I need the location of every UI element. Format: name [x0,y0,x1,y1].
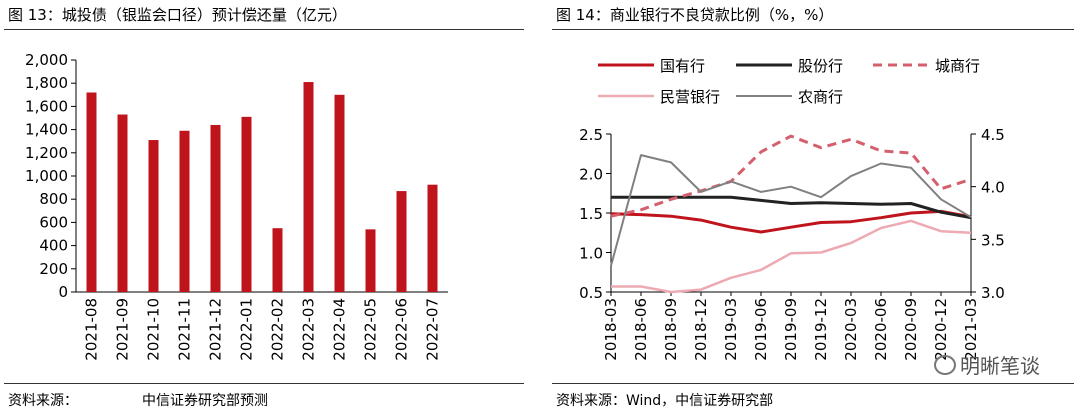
wechat-icon [934,355,956,375]
x-tick-label: 2018-06 [632,298,650,361]
y-tick-label: 2,000 [25,51,68,69]
legend-label: 国有行 [660,57,705,75]
right-bottom-rule [552,383,1074,384]
series-line-4 [610,154,972,266]
bar [303,82,314,292]
left-y-tick-label: 0.5 [579,284,603,302]
x-tick-label: 2020-03 [842,298,860,361]
right-top-rule [552,29,1074,30]
y-tick-label: 1,400 [25,121,68,139]
x-tick-label: 2019-12 [812,298,830,361]
bar [427,184,438,292]
x-tick-label: 2019-09 [782,298,800,361]
y-tick-label: 1,800 [25,74,68,92]
legend-label: 城商行 [935,57,980,75]
x-tick-label: 2022-02 [269,298,287,361]
bar [210,124,221,293]
x-tick-label: 2021-09 [114,298,132,361]
left-y-tick-label: 2.5 [579,126,603,144]
x-tick-label: 2018-03 [602,298,620,361]
series-line-0 [610,209,972,234]
y-tick-label: 200 [39,260,68,278]
left-y-tick-label: 1.5 [579,205,603,223]
left-y-tick-label: 1.0 [579,245,603,263]
x-tick-label: 2021-08 [83,298,101,361]
chart-panel-left: 图 13：城投债（银监会口径）预计偿还量（亿元） 0 200 400 600 800 1,… [0,0,530,413]
x-tick-label: 2022-07 [424,298,442,361]
x-tick-label: 2022-06 [393,298,411,361]
y-tick-label: 800 [39,190,68,208]
watermark-text: 明晰笔谈 [960,354,1040,378]
y-tick-label: 1,200 [25,144,68,162]
x-tick-label: 2021-11 [176,298,194,361]
y-tick-label: 400 [39,237,68,255]
series-line-3 [611,219,972,294]
series-line-2 [610,134,972,218]
left-chart-title: 图 13：城投债（银监会口径）预计偿还量（亿元） [8,6,347,24]
bar [272,228,283,292]
x-tick-label: 2018-09 [662,298,680,361]
left-source-text: 中信证券研究部预测 [142,393,268,409]
right-source: 资料来源：Wind，中信证券研究部 [556,390,773,410]
right-y-tick-label: 3.5 [981,231,1005,249]
x-tick-label: 2018-12 [692,298,710,361]
bar [396,191,407,292]
line-chart: 0.5 1.0 1.5 2.0 2.5 3.0 3.5 4.0 4.5 2018-03 2018-0… [579,57,1005,361]
right-chart-title: 图 14：商业银行不良贷款比例（%，%） [556,6,834,24]
left-source-label: 资料来源： [8,393,78,409]
x-tick-label: 2019-06 [752,298,770,361]
bar [117,114,128,293]
bar [365,229,376,292]
left-top-rule [4,29,524,30]
bar [179,130,190,292]
y-tick-label: 1,600 [25,97,68,115]
right-y-tick-label: 4.5 [981,126,1005,144]
bar [148,140,159,292]
watermark: 明晰笔谈 [934,350,1040,379]
legend-label: 股份行 [798,57,843,75]
right-y-tick-label: 4.0 [981,179,1005,197]
right-source-label: 资料来源： [556,393,626,409]
legend-label: 农商行 [798,88,843,106]
right-source-text: Wind，中信证券研究部 [626,393,774,409]
x-tick-label: 2021-12 [207,298,225,361]
y-tick-label: 1,000 [25,167,68,185]
x-tick-label: 2019-03 [722,298,740,361]
bar [241,116,252,292]
x-tick-label: 2022-04 [331,298,349,361]
left-source: 资料来源： 中信证券研究部预测 [8,390,268,410]
chart-panel-right: 图 14：商业银行不良贷款比例（%，%） 0.5 1.0 1.5 2.0 2.5 3.0 3… [548,0,1080,413]
bar [334,94,345,292]
legend-label: 民营银行 [660,88,720,106]
y-tick-label: 600 [39,213,68,231]
x-tick-label: 2020-12 [932,298,950,361]
bar [86,92,97,292]
x-tick-label: 2021-10 [145,298,163,361]
right-y-tick-label: 3.0 [981,284,1005,302]
x-tick-label: 2020-09 [902,298,920,361]
x-tick-label: 2021-03 [962,298,980,361]
x-tick-label: 2022-01 [238,298,256,361]
x-tick-label: 2022-05 [362,298,380,361]
bar-chart: 0 200 400 600 800 1,000 1,200 1,400 1,600 1,800 2,… [25,51,448,361]
x-tick-label: 2022-03 [300,298,318,361]
x-tick-label: 2020-06 [872,298,890,361]
series-line-1 [611,195,972,220]
left-bottom-rule [4,383,524,384]
y-tick-label: 0 [58,283,68,301]
left-y-tick-label: 2.0 [579,166,603,184]
